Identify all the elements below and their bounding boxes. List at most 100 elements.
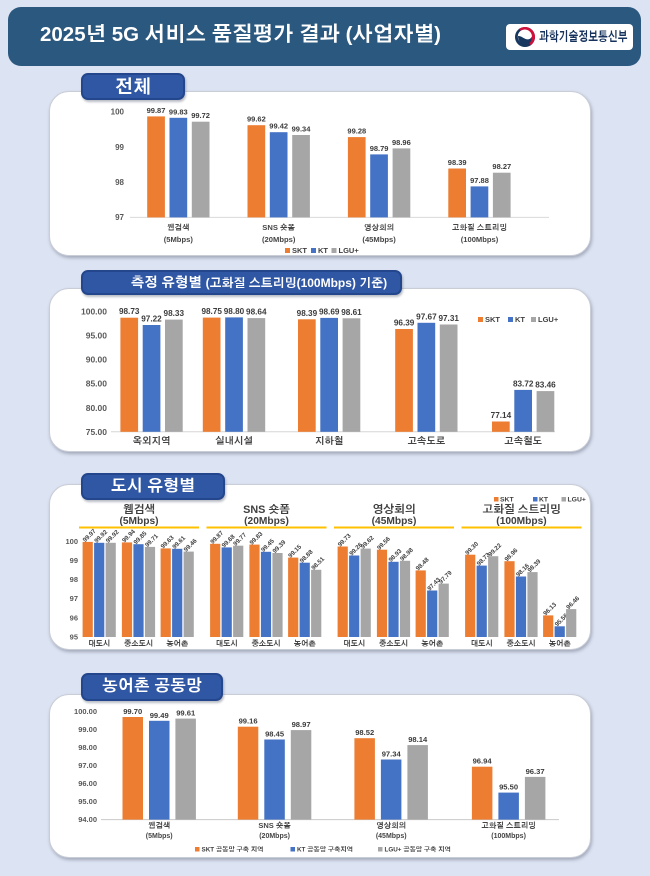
svg-text:웹검색: 웹검색 [167,223,190,232]
svg-text:98.96: 98.96 [504,548,520,564]
svg-text:KT: KT [515,316,525,324]
svg-text:98.45: 98.45 [265,731,285,739]
svg-text:97.88: 97.88 [470,177,489,185]
svg-text:98.27: 98.27 [492,163,511,171]
svg-text:98.97: 98.97 [292,721,311,729]
svg-text:98.80: 98.80 [224,307,245,316]
svg-text:94.00: 94.00 [78,816,97,824]
svg-text:(5Mbps): (5Mbps) [119,516,158,527]
svg-text:98.75: 98.75 [201,307,222,316]
svg-text:(5Mbps): (5Mbps) [146,833,173,840]
svg-text:85.00: 85.00 [86,380,108,389]
svg-text:99.83: 99.83 [249,531,265,547]
svg-text:웹검색: 웹검색 [148,821,170,830]
svg-text:96.46: 96.46 [566,595,582,611]
svg-text:100: 100 [65,538,78,546]
svg-text:LGU+ 공동망 구축 지역: LGU+ 공동망 구축 지역 [385,846,451,854]
svg-text:83.72: 83.72 [513,379,534,388]
svg-text:96.39: 96.39 [394,319,415,328]
svg-text:대도시: 대도시 [216,639,238,648]
svg-text:98.51: 98.51 [311,556,327,572]
svg-text:98.79: 98.79 [370,145,389,153]
svg-text:(20Mbps): (20Mbps) [259,833,290,840]
svg-text:96.37: 96.37 [526,768,545,776]
svg-text:LGU+: LGU+ [568,497,586,504]
svg-text:LGU+: LGU+ [339,247,360,255]
svg-text:99.73: 99.73 [337,533,353,549]
svg-text:(100Mbps): (100Mbps) [491,833,526,840]
svg-text:99.56: 99.56 [377,536,393,552]
svg-text:98.98: 98.98 [400,547,416,563]
svg-text:96: 96 [70,614,78,622]
svg-text:83.46: 83.46 [535,381,556,390]
svg-text:SKT 공동망 구축 지역: SKT 공동망 구축 지역 [202,846,264,854]
svg-text:99.49: 99.49 [150,712,169,720]
svg-text:98.39: 98.39 [527,558,543,574]
svg-text:99.62: 99.62 [360,535,376,551]
svg-text:98.69: 98.69 [319,307,340,316]
svg-text:97.67: 97.67 [416,312,437,321]
svg-text:90.00: 90.00 [86,356,108,365]
svg-text:100: 100 [111,109,125,117]
svg-text:97.34: 97.34 [382,751,402,759]
svg-text:99.72: 99.72 [191,112,210,120]
svg-text:99.61: 99.61 [176,710,196,718]
svg-text:99.28: 99.28 [347,128,366,136]
svg-text:98.52: 98.52 [355,729,374,737]
svg-text:LGU+: LGU+ [538,316,559,324]
svg-text:SNS 숏폼: SNS 숏폼 [262,223,295,232]
svg-text:98.00: 98.00 [78,744,97,752]
svg-text:96.94: 96.94 [473,758,493,766]
svg-text:(45Mbps): (45Mbps) [362,236,396,244]
svg-text:99: 99 [115,144,124,152]
svg-text:SKT: SKT [500,497,514,504]
svg-text:중소도시: 중소도시 [124,639,153,648]
svg-text:99.15: 99.15 [288,544,304,560]
svg-text:대도시: 대도시 [471,639,493,648]
svg-text:고화질 스트리밍: 고화질 스트리밍 [482,504,560,516]
svg-text:77.14: 77.14 [491,411,512,420]
svg-text:95.50: 95.50 [499,784,518,792]
svg-text:98.14: 98.14 [408,736,428,744]
svg-text:98.39: 98.39 [297,309,318,318]
svg-text:98.73: 98.73 [119,307,140,316]
svg-text:96.13: 96.13 [543,602,559,618]
svg-text:영상회의: 영상회의 [364,223,394,232]
svg-text:KT: KT [539,497,549,504]
svg-text:고화질 스트리밍: 고화질 스트리밍 [452,223,507,232]
svg-text:영상회의: 영상회의 [376,821,406,830]
svg-text:KT 공동망 구축지역: KT 공동망 구축지역 [297,846,353,854]
svg-text:(45Mbps): (45Mbps) [372,516,417,527]
svg-text:99.30: 99.30 [465,541,481,557]
svg-text:99.16: 99.16 [239,718,258,726]
svg-text:KT: KT [318,247,328,255]
svg-text:99.70: 99.70 [123,708,142,716]
svg-text:중소도시: 중소도시 [506,639,535,648]
svg-text:고화질 스트리밍: 고화질 스트리밍 [481,821,535,830]
svg-text:(5Mbps): (5Mbps) [164,236,194,244]
svg-text:97.22: 97.22 [141,315,162,324]
svg-text:고속도로: 고속도로 [407,435,445,446]
svg-text:SKT: SKT [485,316,500,324]
svg-text:97.79: 97.79 [438,570,454,586]
svg-text:SKT: SKT [292,247,307,255]
svg-text:99.34: 99.34 [292,126,312,134]
svg-text:중소도시: 중소도시 [251,639,280,648]
svg-text:(20Mbps): (20Mbps) [262,236,296,244]
svg-text:옥외지역: 옥외지역 [133,435,171,446]
svg-text:대도시: 대도시 [88,639,110,648]
svg-text:97: 97 [70,595,78,603]
svg-text:99.22: 99.22 [488,543,504,559]
svg-text:98.61: 98.61 [341,308,362,317]
svg-text:100.00: 100.00 [81,308,107,317]
svg-text:97: 97 [115,214,124,222]
svg-text:95.00: 95.00 [86,332,108,341]
svg-text:100.00: 100.00 [74,708,97,716]
svg-text:80.00: 80.00 [86,404,108,413]
svg-text:영상회의: 영상회의 [372,503,415,516]
svg-text:96.00: 96.00 [78,780,97,788]
svg-text:97.00: 97.00 [78,762,97,770]
svg-text:99.77: 99.77 [233,532,249,548]
svg-text:지하철: 지하철 [315,435,344,446]
svg-text:농어촌: 농어촌 [166,639,188,648]
